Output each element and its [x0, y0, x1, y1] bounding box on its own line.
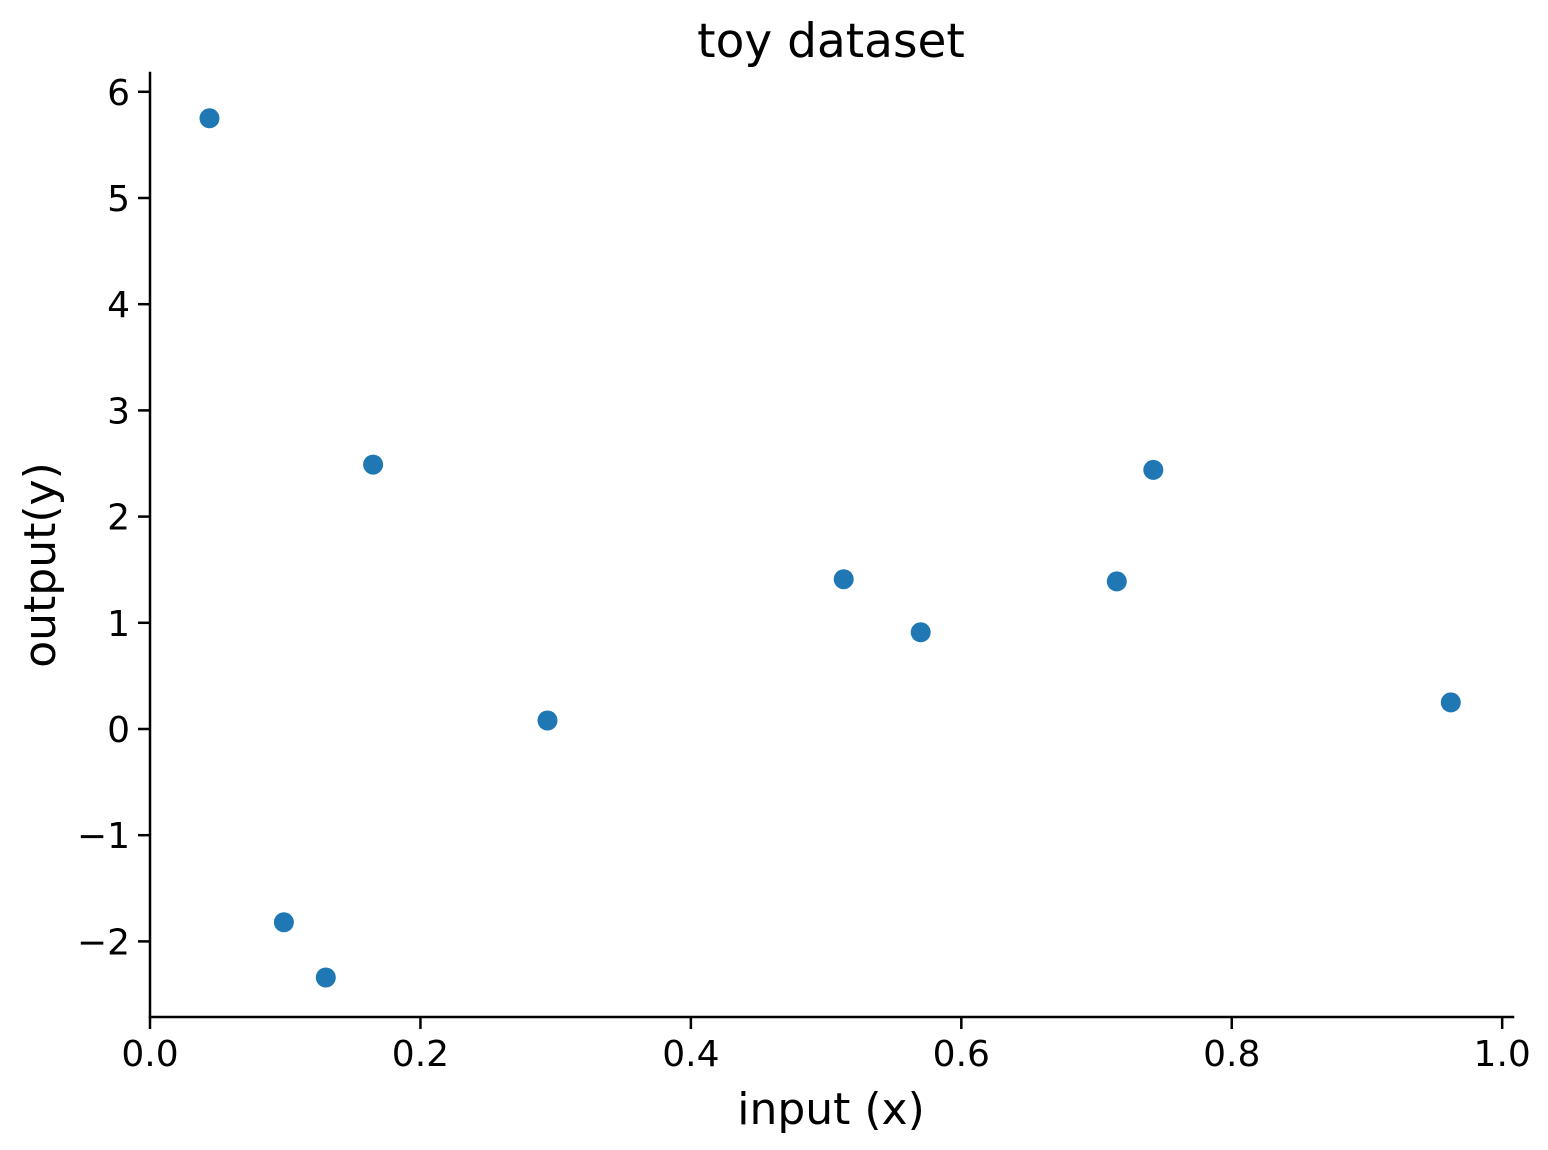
x-tick-label: 0.6	[933, 1034, 990, 1075]
y-tick-label: 5	[107, 179, 130, 220]
scatter-point	[199, 108, 220, 129]
y-tick-label: 6	[107, 73, 130, 114]
x-tick-label: 0.8	[1203, 1034, 1260, 1075]
scatter-point	[1440, 692, 1461, 713]
x-ticks: 0.0 0.2 0.4 0.6 0.8 1.0	[121, 1017, 1531, 1075]
scatter-point	[315, 967, 336, 988]
scatter-point	[833, 569, 854, 590]
axes-spines	[148, 71, 1515, 1019]
x-axis-label: input (x)	[737, 1084, 925, 1135]
y-tick-label: 1	[107, 604, 130, 645]
y-tick-label: −2	[77, 922, 130, 963]
scatter-point	[363, 454, 384, 475]
x-tick-label: 0.4	[662, 1034, 719, 1075]
scatter-points	[199, 108, 1461, 988]
chart-title: toy dataset	[697, 14, 965, 69]
x-tick-label: 1.0	[1474, 1034, 1531, 1075]
scatter-point	[537, 710, 558, 731]
y-tick-label: −1	[77, 816, 130, 857]
y-tick-label: 4	[107, 285, 130, 326]
scatter-point	[273, 912, 294, 933]
x-tick-label: 0.0	[121, 1034, 178, 1075]
scatter-point	[910, 622, 931, 643]
y-axis-label: output(y)	[15, 462, 66, 668]
y-tick-label: 2	[107, 498, 130, 539]
scatter-point	[1106, 571, 1127, 592]
y-tick-label: 3	[107, 391, 130, 432]
x-tick-label: 0.2	[392, 1034, 449, 1075]
scatter-point	[1143, 459, 1164, 480]
y-ticks: −2 −1 0 1 2 3 4 5 6	[77, 73, 150, 963]
y-tick-label: 0	[107, 710, 130, 751]
